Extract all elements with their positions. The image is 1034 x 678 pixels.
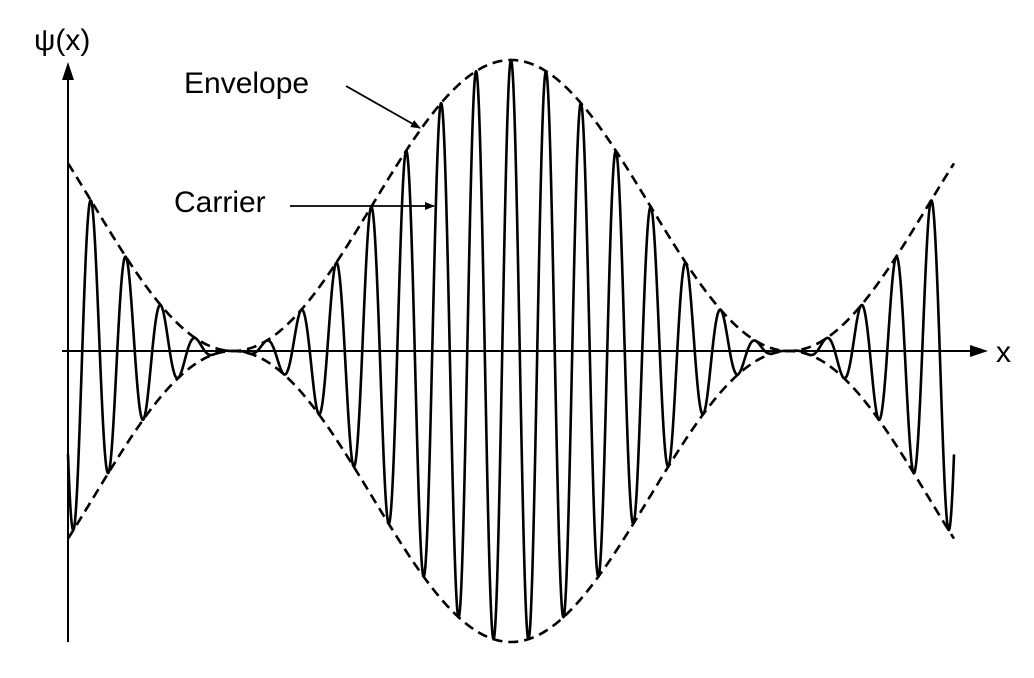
envelope-upper-curve bbox=[66, 58, 956, 353]
envelope-pointer-arrow bbox=[345, 85, 421, 129]
envelope-lower-curve bbox=[66, 349, 956, 644]
y-axis-arrowhead bbox=[62, 62, 74, 80]
carrier-wave bbox=[66, 58, 956, 641]
envelope-label: Envelope bbox=[184, 67, 309, 100]
y-axis-label: ψ(x) bbox=[34, 24, 90, 57]
carrier-label: Carrier bbox=[174, 186, 266, 219]
x-axis-label: x bbox=[996, 336, 1011, 369]
x-axis-arrowhead bbox=[970, 345, 988, 357]
